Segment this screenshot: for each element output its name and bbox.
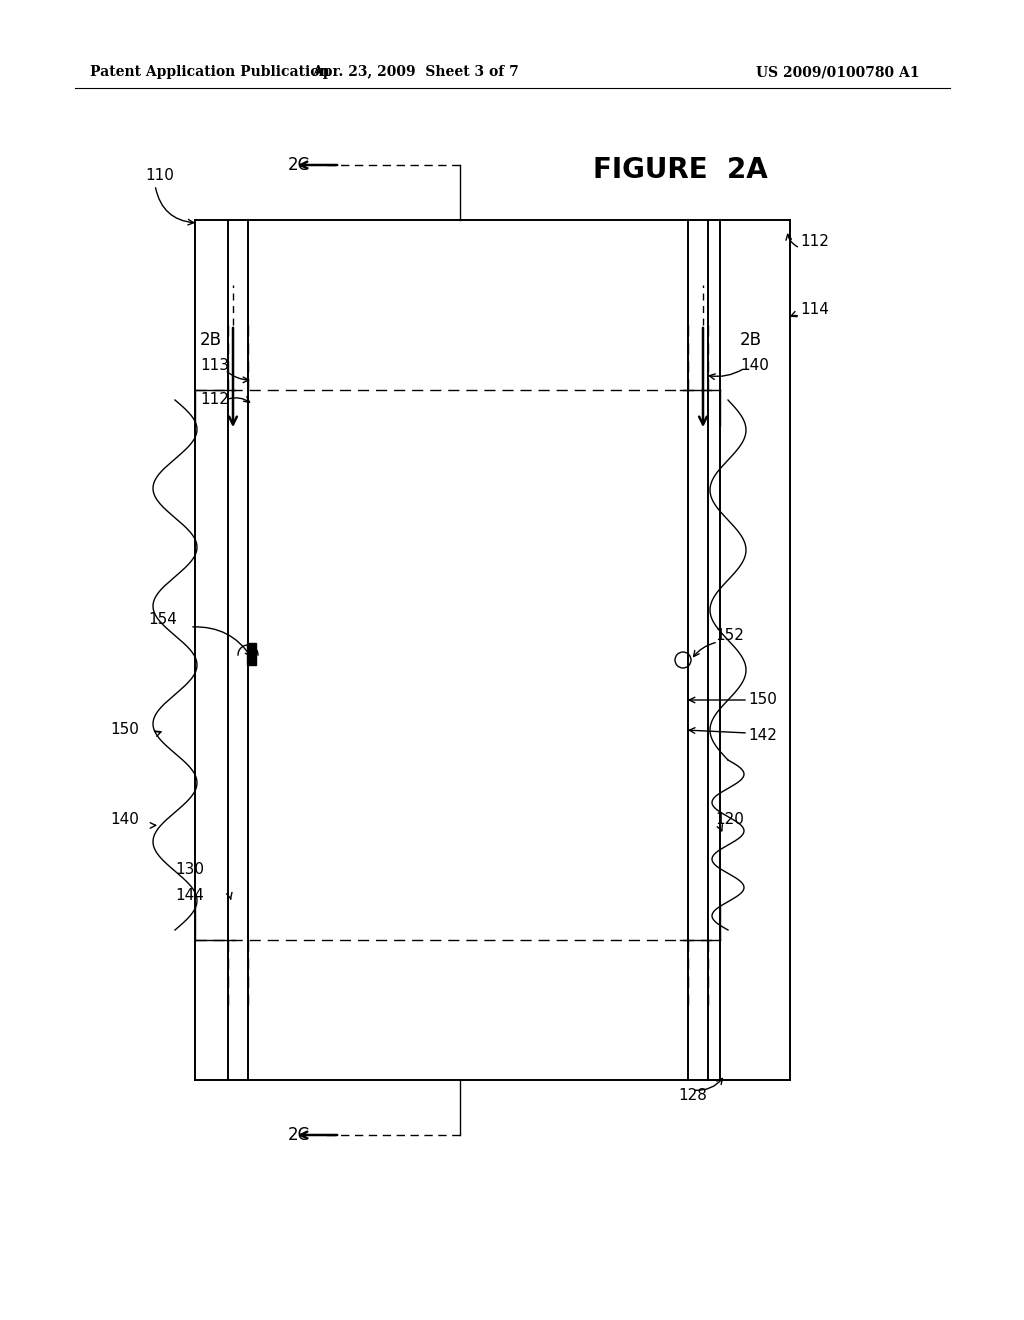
Text: 128: 128 [678,1088,707,1102]
Text: 113: 113 [200,358,229,372]
Text: 114: 114 [800,302,828,318]
Text: 150: 150 [748,693,777,708]
Text: 150: 150 [110,722,139,738]
Text: US 2009/0100780 A1: US 2009/0100780 A1 [757,65,920,79]
Text: 154: 154 [148,612,177,627]
Text: 140: 140 [110,813,139,828]
Text: 112: 112 [200,392,229,408]
Text: 130: 130 [175,862,204,878]
Text: 120: 120 [715,813,743,828]
Text: 112: 112 [800,235,828,249]
Text: 152: 152 [715,627,743,643]
Text: 110: 110 [145,168,174,182]
Text: 140: 140 [740,358,769,372]
Text: 2B: 2B [740,331,762,348]
Text: 2C: 2C [288,1126,310,1144]
Bar [247,643,256,665]
Text: 144: 144 [175,887,204,903]
Text: Apr. 23, 2009  Sheet 3 of 7: Apr. 23, 2009 Sheet 3 of 7 [311,65,518,79]
Text: 2B: 2B [200,331,222,348]
Text: 142: 142 [748,727,777,742]
Text: 2C: 2C [288,156,310,174]
Text: FIGURE  2A: FIGURE 2A [593,156,767,183]
Text: Patent Application Publication: Patent Application Publication [90,65,330,79]
